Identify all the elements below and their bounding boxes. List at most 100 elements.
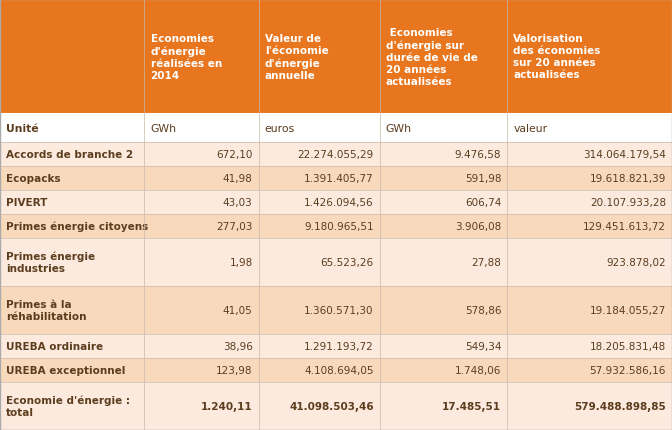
Text: Ecopacks: Ecopacks <box>6 174 60 184</box>
Bar <box>0 382 144 430</box>
Bar <box>0 239 144 286</box>
Text: 19.184.055,27: 19.184.055,27 <box>590 305 666 315</box>
Text: Unité: Unité <box>6 124 39 134</box>
Bar <box>259 115 380 143</box>
Text: Primes à la
réhabilitation: Primes à la réhabilitation <box>6 299 87 321</box>
Bar <box>144 334 259 358</box>
Bar <box>380 334 507 358</box>
Text: Primes énergie
industries: Primes énergie industries <box>6 251 95 273</box>
Bar <box>144 143 259 166</box>
Bar <box>144 115 259 143</box>
Text: GWh: GWh <box>151 124 177 134</box>
Text: valeur: valeur <box>513 124 548 134</box>
Bar <box>259 166 380 190</box>
Text: 591,98: 591,98 <box>465 174 501 184</box>
Bar <box>0 143 144 166</box>
Bar <box>0 190 144 215</box>
Bar <box>507 382 672 430</box>
Bar <box>259 190 380 215</box>
Text: 578,86: 578,86 <box>465 305 501 315</box>
Bar <box>259 358 380 382</box>
Text: 277,03: 277,03 <box>216 221 253 231</box>
Text: 1.360.571,30: 1.360.571,30 <box>304 305 374 315</box>
Bar <box>380 190 507 215</box>
Text: 41.098.503,46: 41.098.503,46 <box>289 401 374 411</box>
Bar <box>0 0 144 115</box>
Text: 43,03: 43,03 <box>223 197 253 208</box>
Bar <box>380 286 507 334</box>
Text: 38,96: 38,96 <box>223 341 253 351</box>
Bar <box>507 166 672 190</box>
Bar <box>144 190 259 215</box>
Text: 20.107.933,28: 20.107.933,28 <box>590 197 666 208</box>
Text: 57.932.586,16: 57.932.586,16 <box>589 365 666 375</box>
Text: 9.180.965,51: 9.180.965,51 <box>304 221 374 231</box>
Text: UREBA exceptionnel: UREBA exceptionnel <box>6 365 126 375</box>
Text: Primes énergie citoyens: Primes énergie citoyens <box>6 221 149 232</box>
Bar <box>507 0 672 115</box>
Text: Economies
d'énergie sur
durée de vie de
20 années
actualisées: Economies d'énergie sur durée de vie de … <box>386 28 478 86</box>
Bar <box>259 0 380 115</box>
Text: 1,98: 1,98 <box>229 258 253 267</box>
Text: 41,98: 41,98 <box>223 174 253 184</box>
Bar <box>507 334 672 358</box>
Bar <box>380 215 507 239</box>
Text: 1.291.193,72: 1.291.193,72 <box>304 341 374 351</box>
Bar <box>144 358 259 382</box>
Text: 18.205.831,48: 18.205.831,48 <box>590 341 666 351</box>
Text: 41,05: 41,05 <box>223 305 253 315</box>
Text: 9.476,58: 9.476,58 <box>455 150 501 160</box>
Bar <box>507 143 672 166</box>
Bar <box>507 239 672 286</box>
Text: 672,10: 672,10 <box>216 150 253 160</box>
Text: 65.523,26: 65.523,26 <box>321 258 374 267</box>
Text: Accords de branche 2: Accords de branche 2 <box>6 150 133 160</box>
Text: 923.878,02: 923.878,02 <box>606 258 666 267</box>
Text: 123,98: 123,98 <box>216 365 253 375</box>
Text: euros: euros <box>265 124 295 134</box>
Bar <box>0 166 144 190</box>
Text: Economie d'énergie :
total: Economie d'énergie : total <box>6 395 130 417</box>
Text: 1.426.094,56: 1.426.094,56 <box>304 197 374 208</box>
Bar <box>0 286 144 334</box>
Bar <box>380 115 507 143</box>
Text: 3.906,08: 3.906,08 <box>455 221 501 231</box>
Bar <box>380 382 507 430</box>
Bar <box>0 115 144 143</box>
Text: PIVERT: PIVERT <box>6 197 48 208</box>
Bar <box>144 215 259 239</box>
Bar <box>259 334 380 358</box>
Bar <box>380 239 507 286</box>
Bar <box>380 358 507 382</box>
Bar <box>380 166 507 190</box>
Bar <box>507 215 672 239</box>
Bar <box>259 239 380 286</box>
Bar <box>144 382 259 430</box>
Bar <box>144 166 259 190</box>
Text: 1.391.405,77: 1.391.405,77 <box>304 174 374 184</box>
Bar <box>144 239 259 286</box>
Text: 549,34: 549,34 <box>465 341 501 351</box>
Bar <box>380 0 507 115</box>
Bar <box>259 286 380 334</box>
Text: GWh: GWh <box>386 124 412 134</box>
Bar <box>144 286 259 334</box>
Text: 314.064.179,54: 314.064.179,54 <box>583 150 666 160</box>
Text: 1.240,11: 1.240,11 <box>201 401 253 411</box>
Bar <box>0 358 144 382</box>
Text: Valeur de
l'économie
d'énergie
annuelle: Valeur de l'économie d'énergie annuelle <box>265 34 329 80</box>
Bar <box>259 382 380 430</box>
Text: UREBA ordinaire: UREBA ordinaire <box>6 341 103 351</box>
Bar <box>507 286 672 334</box>
Text: 27,88: 27,88 <box>472 258 501 267</box>
Text: 19.618.821,39: 19.618.821,39 <box>589 174 666 184</box>
Text: 22.274.055,29: 22.274.055,29 <box>298 150 374 160</box>
Bar <box>0 334 144 358</box>
Text: 17.485,51: 17.485,51 <box>442 401 501 411</box>
Bar <box>507 358 672 382</box>
Text: Valorisation
des économies
sur 20 années
actualisées: Valorisation des économies sur 20 années… <box>513 34 601 80</box>
Bar <box>144 0 259 115</box>
Text: 579.488.898,85: 579.488.898,85 <box>574 401 666 411</box>
Text: 606,74: 606,74 <box>465 197 501 208</box>
Bar <box>507 190 672 215</box>
